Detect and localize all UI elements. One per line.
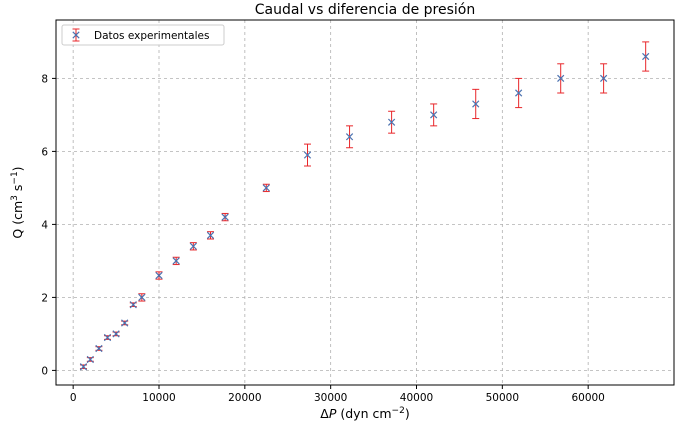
data-point <box>599 63 608 94</box>
x-axis-ticks: 0 10000 20000 30000 40000 50000 60000 <box>70 385 605 404</box>
x-tick-label: 0 <box>70 392 77 404</box>
x-tick-label: 40000 <box>400 392 433 404</box>
data-point <box>262 183 270 193</box>
x-marker-stroke <box>599 74 608 83</box>
x-marker-stroke <box>79 363 88 371</box>
y-tick-label: 8 <box>41 73 48 85</box>
x-marker-stroke <box>206 231 215 239</box>
y-axis-label: Q (cm3 s−1) <box>10 166 25 238</box>
data-point <box>155 271 163 280</box>
x-tick-label: 20000 <box>228 392 261 404</box>
x-marker-stroke <box>155 271 163 280</box>
x-marker-stroke <box>345 133 354 141</box>
data-point <box>138 293 146 302</box>
grid <box>56 20 674 385</box>
y-tick-label: 6 <box>41 146 48 158</box>
y-tick-label: 2 <box>41 292 48 304</box>
x-marker-stroke <box>112 330 120 338</box>
data-point <box>515 77 523 109</box>
data-point <box>206 231 215 240</box>
data-point <box>103 333 112 342</box>
y-axis-ticks: 0 2 4 6 8 <box>41 73 56 377</box>
x-marker-stroke <box>221 213 229 221</box>
data-point <box>642 41 650 72</box>
x-marker-stroke <box>103 333 112 342</box>
x-marker-stroke <box>642 52 650 61</box>
data-point <box>112 330 120 338</box>
data-point <box>172 256 180 266</box>
x-marker-stroke <box>515 89 523 97</box>
legend-box <box>61 24 225 46</box>
x-tick-label: 60000 <box>571 392 604 404</box>
legend-x-marker <box>72 31 80 39</box>
data-point <box>345 125 354 149</box>
x-marker-stroke <box>129 301 137 309</box>
legend-label: Datos experimentales <box>94 30 209 42</box>
x-marker-stroke <box>557 74 565 83</box>
chart-title: Caudal vs diferencia de presión <box>255 2 475 18</box>
data-point <box>129 301 137 309</box>
data-point <box>557 63 565 94</box>
x-marker-stroke <box>430 111 438 119</box>
data-point <box>430 103 438 127</box>
data-point <box>221 212 229 222</box>
x-marker-stroke <box>121 319 129 327</box>
data-point <box>95 344 103 353</box>
data-point <box>303 143 312 167</box>
x-tick-label: 30000 <box>314 392 347 404</box>
data-series <box>79 41 650 371</box>
x-marker-stroke <box>472 100 480 108</box>
data-point <box>472 88 480 120</box>
data-point <box>189 242 197 251</box>
data-point <box>121 319 129 327</box>
x-marker-stroke <box>172 257 180 265</box>
legend: Datos experimentales <box>61 24 225 46</box>
x-marker-stroke <box>95 344 103 353</box>
data-point <box>86 355 94 364</box>
y-tick-label: 0 <box>41 365 48 377</box>
x-marker-stroke <box>138 293 146 302</box>
y-tick-label: 4 <box>41 219 48 231</box>
x-marker-stroke <box>86 355 94 364</box>
x-marker-stroke <box>262 184 270 192</box>
plot-frame <box>55 19 675 386</box>
x-tick-label: 50000 <box>486 392 519 404</box>
x-axis-label: ΔP (dyn cm−2) <box>320 406 409 421</box>
x-marker-stroke <box>189 242 197 250</box>
x-tick-label: 10000 <box>142 392 175 404</box>
data-point <box>79 363 88 371</box>
x-marker-stroke <box>303 151 312 159</box>
x-marker-stroke <box>387 118 396 126</box>
legend-marker <box>72 28 80 42</box>
data-point <box>387 110 396 134</box>
